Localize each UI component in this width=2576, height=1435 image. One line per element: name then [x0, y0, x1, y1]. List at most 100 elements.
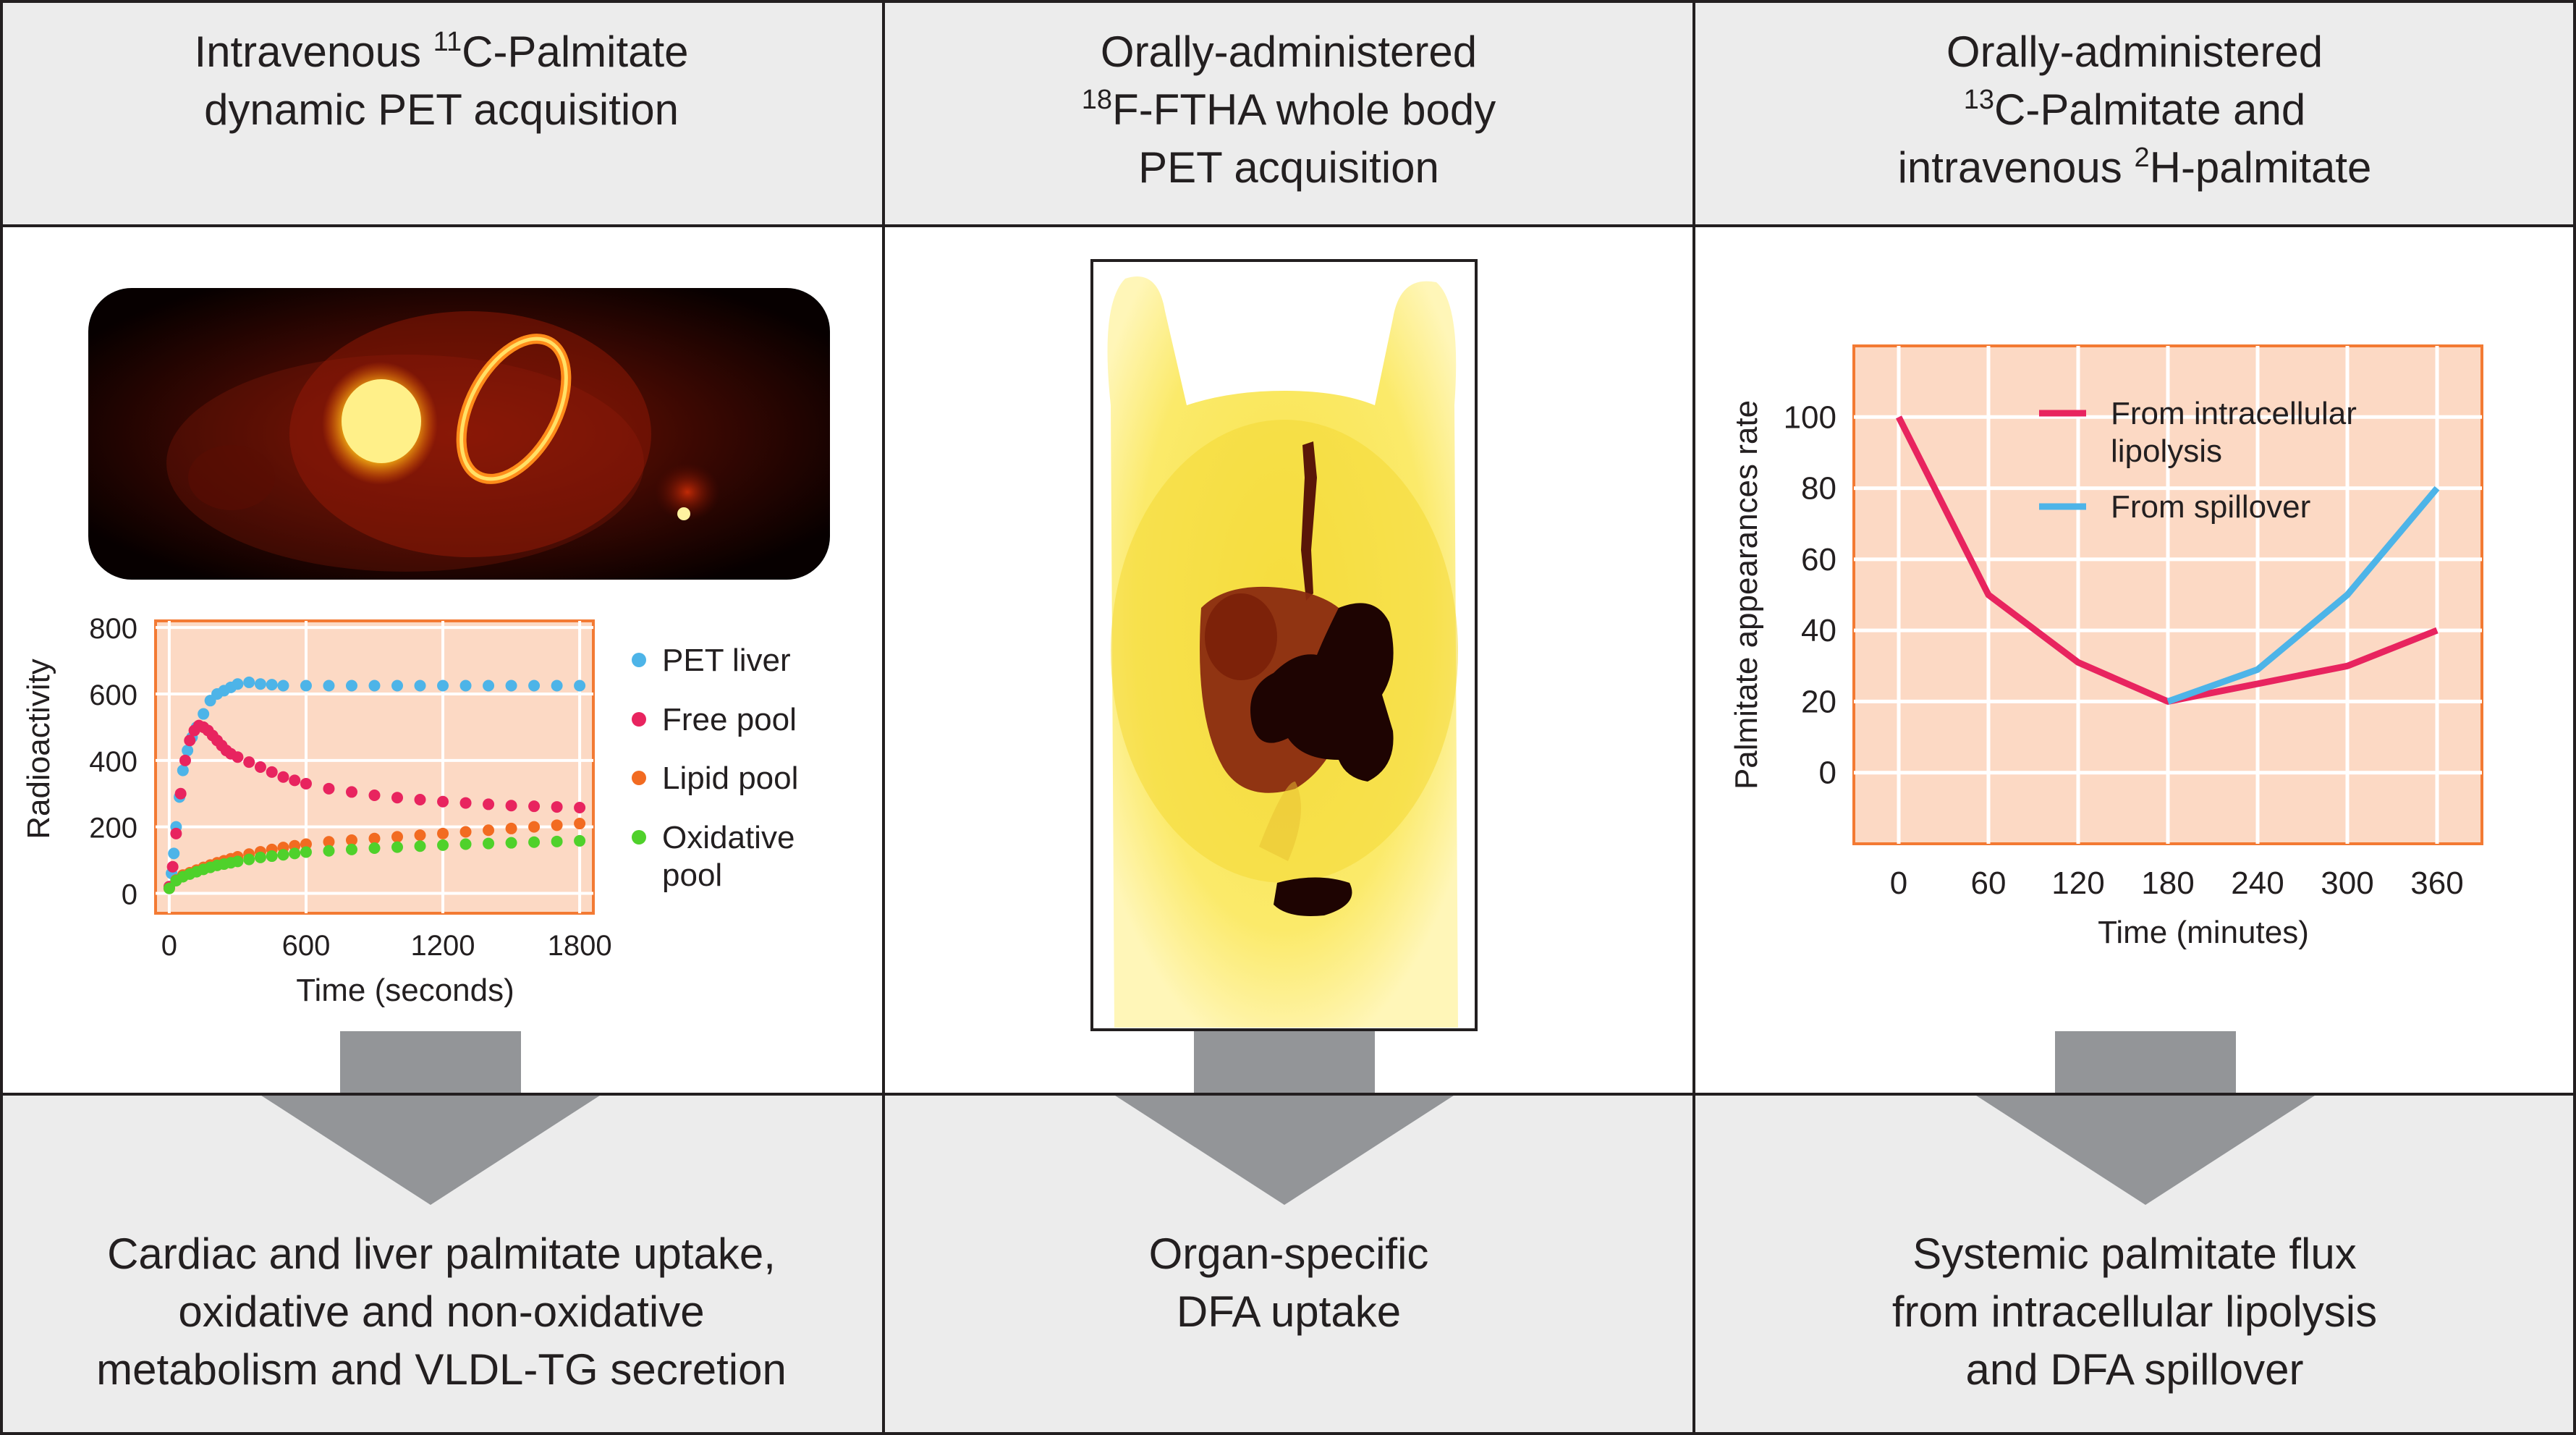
chart2-x-tick-label: 0	[1890, 865, 1907, 901]
chart1-point	[415, 829, 426, 841]
chart1-point	[415, 794, 426, 805]
chart1-point	[168, 847, 179, 859]
chart1-point	[506, 823, 517, 834]
chart1-point	[232, 751, 243, 763]
chart1-y-axis-label: Radioactivity	[21, 659, 56, 839]
chart1-x-ticks: 0 600 1200 1800	[161, 930, 612, 962]
chart1-legend-marker	[632, 830, 646, 845]
chart1-legend-label: Oxidative	[662, 820, 795, 855]
chart2-y-tick-label: 40	[1801, 613, 1836, 648]
chart2-x-tick-label: 240	[2231, 865, 2284, 901]
chart1-point	[391, 831, 403, 842]
chart2-x-tick-label: 180	[2141, 865, 2194, 901]
chart1-y-ticks: 0200400600800	[89, 613, 137, 910]
footer-text: Systemic palmitate flux	[1912, 1229, 2357, 1278]
chart1-point	[528, 680, 540, 692]
chart1-point	[266, 850, 278, 862]
whole-body-pet-image	[1092, 261, 1476, 1030]
chart1-point	[391, 680, 403, 692]
chart2-legend-label: From intracellular	[2111, 396, 2357, 431]
chart1-point	[300, 680, 312, 692]
chart1-point	[506, 837, 517, 849]
chart1-point	[289, 774, 300, 786]
chart1-point	[528, 821, 540, 833]
chart2-x-axis-label: Time (minutes)	[2098, 915, 2309, 950]
chart1-point	[415, 840, 426, 852]
chart1-legend-label: PET liver	[662, 643, 791, 678]
chart1-point	[255, 852, 266, 863]
chart1-point	[506, 800, 517, 811]
chart1-point	[574, 802, 585, 813]
chart1-point	[323, 845, 334, 857]
chart1-legend-label: Lipid pool	[662, 761, 798, 796]
chart1-y-tick-label: 400	[89, 746, 137, 778]
chart1-point	[266, 766, 278, 778]
chart1-point	[551, 819, 563, 831]
chart2-y-axis-label: Palmitate appearances rate	[1729, 400, 1764, 790]
chart1-x-tick-label: 0	[161, 930, 177, 962]
chart1-point	[346, 844, 357, 855]
chart1-point	[574, 835, 585, 847]
chart2-y-tick-label: 20	[1801, 684, 1836, 719]
header-text: dynamic PET acquisition	[204, 85, 679, 134]
chart1-point	[460, 826, 472, 838]
chart2-y-tick-label: 80	[1801, 471, 1836, 507]
chart1-point	[167, 861, 179, 873]
chart1-point	[574, 680, 585, 692]
chart2-x-tick-label: 60	[1971, 865, 2007, 901]
chart1-point	[483, 824, 494, 836]
chart1-point	[369, 680, 381, 692]
chart1-point	[437, 828, 449, 839]
chart1-point	[551, 836, 563, 847]
chart1-point	[528, 837, 540, 848]
chart1-x-axis-label: Time (seconds)	[296, 973, 514, 1008]
chart1-point	[415, 680, 426, 692]
footer-text: oxidative and non-oxidative	[178, 1287, 704, 1336]
chart1-point	[460, 680, 472, 692]
footer-text: and DFA spillover	[1966, 1345, 2304, 1394]
chart1-point	[574, 818, 585, 829]
chart1-point	[255, 678, 266, 690]
chart2-x-tick-label: 120	[2051, 865, 2104, 901]
footer-text: from intracellular lipolysis	[1892, 1287, 2377, 1336]
palmitate-rate-chart: 0 20 40 60 80 100 0 60 120 180 240 300 360 Palmitat…	[1729, 346, 2482, 950]
chart2-y-tick-label: 60	[1801, 542, 1836, 577]
chart1-point	[551, 680, 563, 692]
chart1-point	[551, 801, 563, 813]
chart1-point	[184, 735, 195, 746]
chart1-point	[232, 855, 243, 867]
chart1-point	[483, 838, 494, 850]
chart1-legend-label: Free pool	[662, 702, 797, 737]
chart2-y-tick-label: 0	[1819, 755, 1836, 791]
chart1-point	[182, 745, 193, 756]
chart2-x-ticks: 0 60 120 180 240 300 360	[1890, 865, 2464, 901]
footer-text: metabolism and VLDL-TG secretion	[96, 1345, 787, 1394]
header-text: Orally-administered	[1101, 27, 1477, 76]
chart1-point	[198, 708, 209, 720]
chart1-point	[528, 800, 540, 812]
header-text: 13C-Palmitate and	[1964, 85, 2305, 134]
chart1-point	[460, 797, 472, 809]
chart1-legend: PET liver Free pool Lipid pool Oxidativepoo…	[632, 643, 798, 893]
cardiac-pet-image	[88, 288, 830, 580]
chart1-y-tick-label: 0	[122, 879, 137, 910]
figure: 0200400600800 0 600 1200 1800 Radioactivity…	[0, 0, 2576, 1435]
header-text: PET acquisition	[1138, 143, 1439, 192]
chart1-point	[506, 680, 517, 692]
chart1-point	[300, 847, 312, 858]
chart1-point	[179, 755, 191, 766]
chart1-point	[460, 839, 472, 850]
chart2-y-tick-label: 100	[1784, 399, 1836, 435]
chart1-point	[277, 771, 289, 783]
chart1-legend-marker	[632, 712, 646, 727]
chart2-x-tick-label: 360	[2410, 865, 2463, 901]
chart1-x-tick-label: 1800	[548, 930, 612, 962]
chart1-y-tick-label: 200	[89, 813, 137, 845]
chart1-legend-marker	[632, 653, 646, 667]
chart1-point	[391, 842, 403, 853]
footer-text: DFA uptake	[1177, 1287, 1401, 1336]
chart1-point	[483, 680, 494, 692]
chart1-point	[243, 854, 255, 865]
chart1-point	[277, 680, 289, 692]
chart2-x-tick-label: 300	[2321, 865, 2373, 901]
